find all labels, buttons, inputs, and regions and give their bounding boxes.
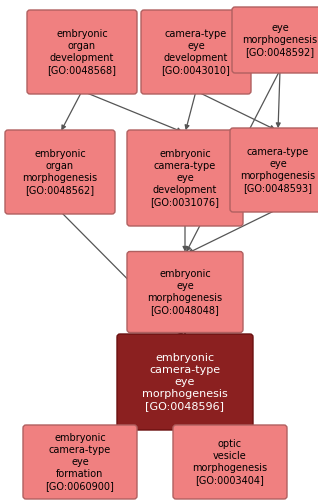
Text: camera-type
eye
development
[GO:0043010]: camera-type eye development [GO:0043010] <box>162 29 231 75</box>
FancyBboxPatch shape <box>127 252 243 332</box>
FancyBboxPatch shape <box>23 425 137 499</box>
FancyBboxPatch shape <box>230 128 318 212</box>
FancyBboxPatch shape <box>27 10 137 94</box>
FancyBboxPatch shape <box>141 10 251 94</box>
Text: embryonic
organ
development
[GO:0048568]: embryonic organ development [GO:0048568] <box>47 29 116 75</box>
Text: camera-type
eye
morphogenesis
[GO:0048593]: camera-type eye morphogenesis [GO:004859… <box>240 147 315 193</box>
FancyBboxPatch shape <box>232 7 318 73</box>
Text: eye
morphogenesis
[GO:0048592]: eye morphogenesis [GO:0048592] <box>242 23 318 57</box>
Text: embryonic
eye
morphogenesis
[GO:0048048]: embryonic eye morphogenesis [GO:0048048] <box>148 269 223 315</box>
FancyBboxPatch shape <box>127 130 243 226</box>
Text: optic
vesicle
morphogenesis
[GO:0003404]: optic vesicle morphogenesis [GO:0003404] <box>192 439 267 485</box>
FancyBboxPatch shape <box>117 334 253 430</box>
Text: embryonic
organ
morphogenesis
[GO:0048562]: embryonic organ morphogenesis [GO:004856… <box>23 149 98 195</box>
FancyBboxPatch shape <box>5 130 115 214</box>
Text: embryonic
camera-type
eye
morphogenesis
[GO:0048596]: embryonic camera-type eye morphogenesis … <box>142 353 228 411</box>
FancyBboxPatch shape <box>173 425 287 499</box>
Text: embryonic
camera-type
eye
development
[GO:0031076]: embryonic camera-type eye development [G… <box>150 149 219 207</box>
Text: embryonic
camera-type
eye
formation
[GO:0060900]: embryonic camera-type eye formation [GO:… <box>45 433 114 491</box>
